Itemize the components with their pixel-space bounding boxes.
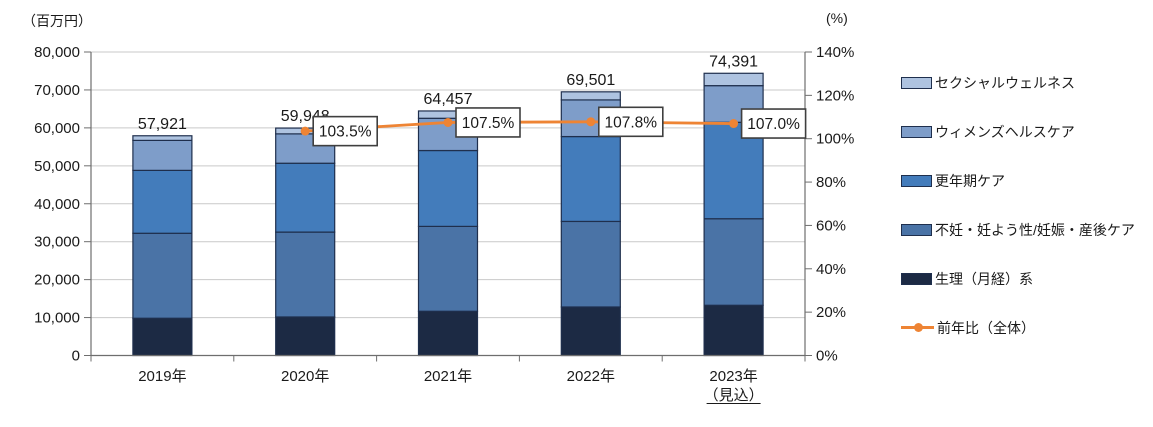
bar-segment bbox=[417, 310, 479, 357]
right-axis-tick-label: 20% bbox=[816, 304, 846, 321]
x-axis-label: 2022年 bbox=[567, 368, 615, 385]
bar-total-label: 57,921 bbox=[138, 116, 187, 133]
bar-total-label: 64,457 bbox=[424, 91, 473, 108]
right-axis-tick-label: 80% bbox=[816, 174, 846, 191]
callout-box bbox=[597, 106, 664, 138]
callout-label: 107.0% bbox=[747, 116, 800, 133]
x-axis-label-footnote: （見込） bbox=[704, 387, 764, 404]
x-axis-label: 2019年 bbox=[138, 368, 186, 385]
bar-total-label: 74,391 bbox=[709, 53, 758, 70]
trend-marker bbox=[729, 119, 739, 129]
left-axis-tick-label: 80,000 bbox=[34, 44, 80, 61]
bar-segment bbox=[560, 306, 621, 357]
right-axis-tick-label: 120% bbox=[816, 87, 854, 104]
bar-segment bbox=[703, 72, 764, 87]
right-axis-tick-label: 0% bbox=[816, 348, 838, 365]
callout-label: 103.5% bbox=[319, 124, 372, 141]
right-axis-tick-label: 100% bbox=[816, 131, 854, 148]
callout-label: 107.5% bbox=[462, 115, 515, 132]
left-axis-tick-label: 60,000 bbox=[34, 120, 80, 137]
callout-label: 107.8% bbox=[605, 114, 658, 131]
x-axis-label: 2020年 bbox=[281, 368, 329, 385]
bar-segment bbox=[560, 91, 621, 101]
bar-segment bbox=[275, 231, 336, 318]
bar-segment bbox=[703, 304, 764, 357]
right-axis-tick-label: 60% bbox=[816, 217, 846, 234]
left-axis-tick-label: 20,000 bbox=[34, 272, 80, 289]
bar-segment bbox=[560, 135, 621, 223]
right-axis-tick-label: 140% bbox=[816, 44, 854, 61]
callout-box bbox=[312, 115, 379, 147]
bar-segment bbox=[132, 232, 193, 319]
bar-total-label: 69,501 bbox=[566, 72, 615, 89]
bar-segment bbox=[132, 169, 193, 234]
left-axis-title: （百万円） bbox=[22, 13, 92, 29]
trend-marker bbox=[586, 117, 596, 127]
trend-marker bbox=[300, 126, 310, 136]
left-axis-tick-label: 0 bbox=[72, 348, 80, 365]
right-axis-tick-label: 40% bbox=[816, 261, 846, 278]
right-axis-title: (%) bbox=[826, 10, 848, 26]
x-axis-label: 2023年 bbox=[709, 368, 757, 385]
bar-segment bbox=[132, 135, 193, 141]
left-axis-tick-label: 10,000 bbox=[34, 310, 80, 327]
bar-segment bbox=[560, 220, 621, 308]
left-axis-tick-label: 30,000 bbox=[34, 234, 80, 251]
trend-marker bbox=[443, 117, 453, 127]
bar-segment bbox=[417, 149, 479, 227]
left-axis-tick-label: 50,000 bbox=[34, 158, 80, 175]
callout-box bbox=[455, 107, 521, 138]
x-axis-label: 2021年 bbox=[424, 368, 472, 385]
left-axis-tick-label: 40,000 bbox=[34, 196, 80, 213]
callout-box bbox=[740, 108, 807, 139]
bar-segment bbox=[132, 317, 193, 357]
bar-segment bbox=[417, 225, 479, 312]
bar-segment bbox=[275, 316, 336, 357]
bar-segment bbox=[703, 218, 764, 306]
bar-segment bbox=[275, 162, 336, 233]
left-axis-tick-label: 70,000 bbox=[34, 82, 80, 99]
bar-segment bbox=[132, 139, 193, 171]
